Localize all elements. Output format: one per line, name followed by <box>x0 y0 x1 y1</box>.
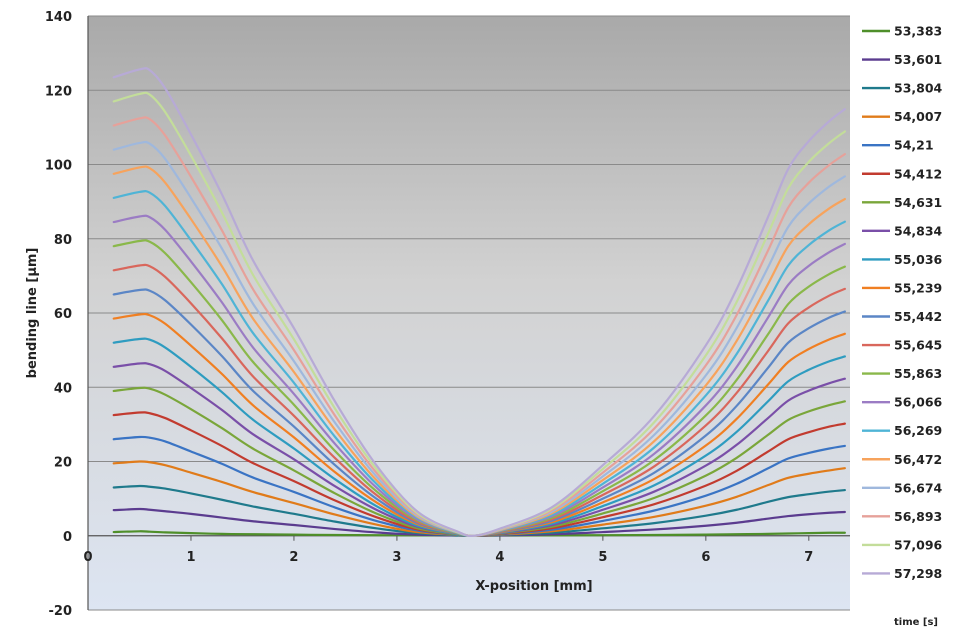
legend-label-6: 54,412 <box>894 166 942 181</box>
legend-label-1: 53,383 <box>894 24 942 39</box>
x-tick-label: 6 <box>701 550 710 565</box>
x-tick-label: 3 <box>392 550 401 565</box>
y-tick-label: 0 <box>63 530 72 545</box>
legend-label-15: 56,269 <box>894 423 942 438</box>
legend-label-2: 53,601 <box>894 52 942 67</box>
y-tick-label: 100 <box>45 159 72 174</box>
legend: 53,383 53,601 53,804 54,007 54,21 54,412 54,63… <box>862 24 943 581</box>
legend-label-12: 55,645 <box>894 338 942 353</box>
legend-label-10: 55,239 <box>894 280 942 295</box>
y-tick-label: -20 <box>49 604 73 619</box>
x-tick-label: 0 <box>83 550 92 565</box>
x-tick-label: 5 <box>598 550 607 565</box>
x-tick-label: 4 <box>495 550 504 565</box>
x-tick-label: 1 <box>186 550 195 565</box>
y-tick-label: 140 <box>45 10 72 25</box>
legend-label-3: 53,804 <box>894 81 943 96</box>
legend-label-17: 56,674 <box>894 480 943 495</box>
legend-title: time [s] <box>894 617 938 628</box>
series-line-20 <box>112 67 846 538</box>
x-tick-label: 7 <box>804 550 813 565</box>
legend-label-7: 54,631 <box>894 195 942 210</box>
y-tick-label: 20 <box>54 456 72 471</box>
legend-label-14: 56,066 <box>894 395 943 410</box>
legend-label-16: 56,472 <box>894 452 942 467</box>
legend-label-9: 55,036 <box>894 252 943 267</box>
x-axis-title: X-position [mm] <box>475 579 592 594</box>
series-lines <box>112 67 846 538</box>
legend-label-4: 54,007 <box>894 109 942 124</box>
legend-label-18: 56,893 <box>894 509 942 524</box>
y-tick-label: 120 <box>45 84 72 99</box>
legend-label-20: 57,298 <box>894 566 942 581</box>
y-tick-label: 80 <box>54 233 72 248</box>
legend-label-5: 54,21 <box>894 138 934 153</box>
legend-label-11: 55,442 <box>894 309 942 324</box>
axes: -20 0 20 40 60 80 100 120 140 0 1 2 3 4 5 6 7 <box>45 10 813 619</box>
legend-label-19: 57,096 <box>894 537 943 552</box>
legend-label-13: 55,863 <box>894 366 942 381</box>
y-axis-title: bending line [µm] <box>25 248 40 379</box>
y-tick-label: 40 <box>54 381 72 396</box>
legend-label-8: 54,834 <box>894 223 943 238</box>
x-tick-label: 2 <box>289 550 298 565</box>
y-tick-label: 60 <box>54 307 72 322</box>
